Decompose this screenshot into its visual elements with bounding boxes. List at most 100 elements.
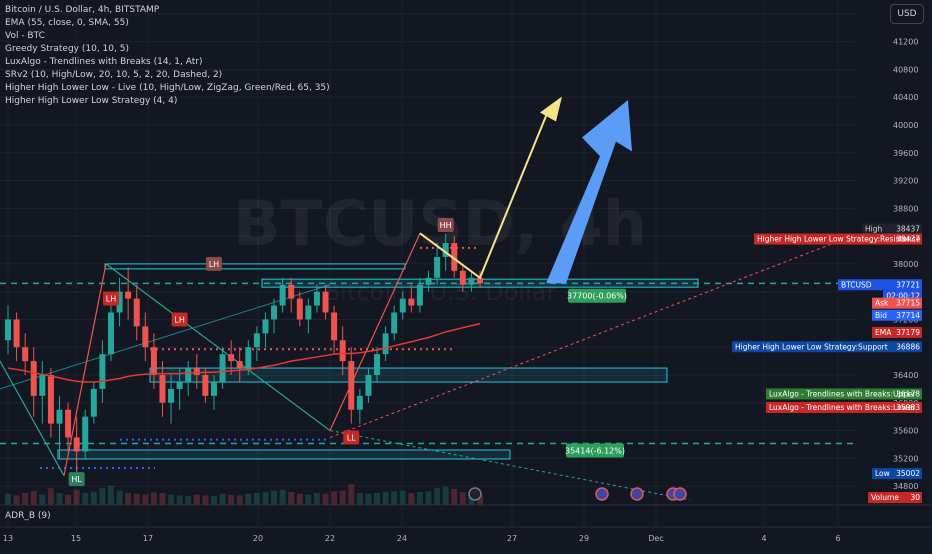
- marker-bg: [102, 291, 119, 306]
- candle-body: [305, 305, 312, 320]
- candle-body: [176, 381, 183, 389]
- indicator-line[interactable]: SRv2 (10, High/Low, 20, 10, 5, 2, 20, Da…: [5, 70, 223, 80]
- projection-arrow-blue: [546, 100, 632, 284]
- volume-bar: [73, 489, 80, 505]
- price-tag-value: 36178: [896, 389, 920, 398]
- zone-box: [57, 449, 511, 460]
- volume-bar: [339, 490, 346, 505]
- candle-body: [236, 361, 243, 369]
- candle-body: [331, 312, 338, 341]
- volume-bar: [82, 493, 89, 505]
- candle-body: [193, 368, 200, 375]
- price-tag-value: 38437: [896, 235, 920, 244]
- price-tag: [872, 326, 922, 338]
- price-tag-value: 37714: [896, 311, 920, 320]
- time-tick: 22: [325, 534, 335, 543]
- indicator-line[interactable]: EMA (55, close, 0, SMA, 55): [5, 18, 129, 28]
- candle-body: [210, 381, 217, 396]
- volume-bar: [185, 496, 192, 505]
- candle-body: [425, 277, 432, 285]
- volume-bar: [365, 493, 372, 505]
- candle-body: [13, 319, 20, 348]
- volume-bar: [228, 495, 235, 505]
- lightning-icon: [468, 487, 482, 501]
- volume-bar: [288, 492, 295, 505]
- volume-bar: [125, 493, 132, 505]
- time-tick: 6: [835, 534, 840, 543]
- candle-body: [391, 312, 398, 334]
- indicator-line[interactable]: Higher High Lower Low - Live (10, High/L…: [5, 83, 330, 93]
- indicator-line[interactable]: Bitcoin / U.S. Dollar, 4h, BITSTAMP: [5, 5, 160, 15]
- marker-label: LH: [174, 315, 184, 324]
- time-tick: 24: [397, 534, 407, 543]
- price-tag: [872, 297, 922, 309]
- candle-body: [296, 298, 303, 320]
- price-tag-value: 37179: [896, 328, 920, 337]
- candle-body: [245, 347, 252, 369]
- currency-button[interactable]: USD: [890, 4, 924, 24]
- price-tag-label: Ask: [875, 299, 889, 308]
- flag-event-icon: [595, 487, 609, 501]
- volume-bar: [442, 486, 449, 505]
- candle-body: [468, 277, 475, 285]
- price-tag-label: LuxAlgo - Trendlines with Breaks:Upper: [769, 389, 917, 398]
- volume-bar: [434, 488, 441, 505]
- candle-body: [116, 291, 123, 313]
- marker-bg: [343, 430, 360, 445]
- price-tick: 35600: [893, 427, 918, 436]
- candle-body: [133, 298, 140, 327]
- volume-bar: [399, 490, 406, 505]
- volume-bar: [176, 495, 183, 505]
- indicator-line[interactable]: Vol - BTC: [5, 31, 45, 41]
- time-tick: 15: [71, 534, 81, 543]
- volume-bar: [30, 491, 37, 505]
- volume-bar: [382, 492, 389, 505]
- price-tick: 39200: [893, 177, 918, 186]
- candle-body: [288, 284, 295, 299]
- indicator-line[interactable]: LuxAlgo - Trendlines with Breaks (14, 1,…: [5, 57, 203, 67]
- price-tag: [754, 233, 922, 245]
- candle-body: [159, 375, 166, 403]
- volume-bar: [416, 492, 423, 505]
- volume-bar: [90, 491, 97, 505]
- zone-label: 35414(-6.12%): [565, 446, 625, 455]
- price-tag-label: Low: [875, 469, 890, 478]
- volume-bar: [39, 494, 46, 505]
- price-axis-bg: [855, 0, 932, 527]
- volume-bar: [313, 493, 320, 505]
- volume-bar: [322, 493, 329, 505]
- candle-body: [279, 284, 286, 306]
- price-tick: 34800: [893, 482, 918, 491]
- price-tag: [868, 492, 922, 503]
- price-tag-extra: 02:00:12: [886, 291, 920, 300]
- candle-body: [99, 354, 106, 389]
- volume-bar: [253, 493, 260, 505]
- zone-box: [149, 367, 668, 383]
- candle-body: [356, 395, 363, 410]
- candle-body: [39, 375, 46, 396]
- price-tag-label: LuxAlgo - Trendlines with Breaks:Lower: [769, 403, 916, 412]
- zigzag-line: [105, 263, 331, 432]
- candle-body: [65, 409, 72, 438]
- indicator-line[interactable]: Higher High Lower Low Strategy (4, 4): [5, 96, 178, 106]
- candle-body: [399, 298, 406, 313]
- price-tag-value: 35002: [896, 469, 920, 478]
- candle-body: [47, 375, 54, 424]
- zigzag-line: [63, 263, 107, 476]
- zone-label-bg: [568, 288, 626, 303]
- price-tag-label: Higher High Lower Low Strategy:Resistanc…: [757, 235, 921, 244]
- candle-body: [219, 354, 226, 382]
- volume-bar: [408, 493, 415, 505]
- candle-body: [185, 368, 192, 382]
- volume-bar: [374, 493, 381, 505]
- candle-body: [408, 298, 415, 306]
- volume-bar: [236, 495, 243, 505]
- volume-bar: [202, 495, 209, 505]
- indicator-line[interactable]: Greedy Strategy (10, 10, 5): [5, 44, 129, 54]
- time-tick: 13: [3, 534, 13, 543]
- candle-body: [374, 354, 381, 375]
- candle-body: [73, 437, 80, 452]
- volume-bar: [142, 494, 149, 505]
